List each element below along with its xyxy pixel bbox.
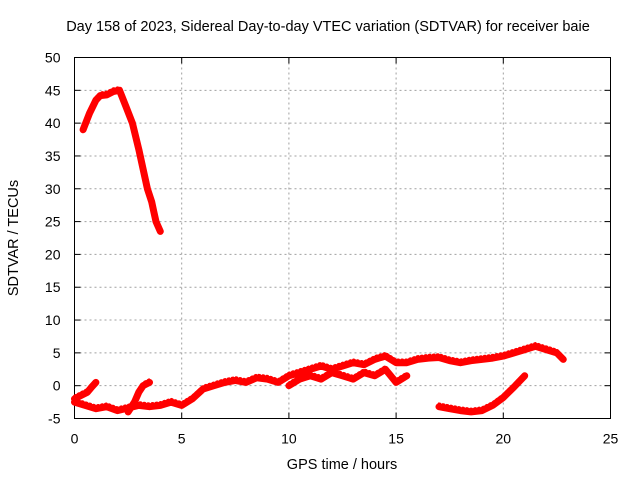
x-axis-label: GPS time / hours — [287, 457, 397, 473]
series-scatter-late-segment — [437, 371, 526, 411]
axis-ticks: 0 5 10 15 20 25 -5 0 5 10 15 20 25 30 35 40 45 50 — [45, 50, 619, 447]
y-tick-label: 45 — [45, 82, 61, 98]
data-series — [71, 86, 567, 416]
y-tick-label: 30 — [45, 181, 61, 197]
series-line-start-blip — [71, 378, 100, 403]
y-tick-label: 35 — [45, 148, 61, 164]
series-line-main-track — [71, 342, 567, 415]
series-line-lower-branch — [285, 365, 411, 390]
y-tick-label: 5 — [53, 345, 61, 361]
series-scatter-start-blip — [73, 378, 98, 398]
series-scatter-high-arc — [81, 86, 162, 230]
y-tick-label: -5 — [48, 411, 61, 427]
y-tick-label: 50 — [45, 50, 61, 66]
y-tick-label: 25 — [45, 214, 61, 230]
x-tick-label: 0 — [71, 431, 79, 447]
x-tick-label: 5 — [178, 431, 186, 447]
y-tick-label: 15 — [45, 279, 61, 295]
y-tick-label: 0 — [53, 378, 61, 394]
series-line-high-arc — [79, 86, 164, 235]
series-scatter-lower-branch — [287, 365, 409, 384]
y-axis-label: SDTVAR / TECUs — [6, 180, 22, 296]
series-line-late-segment — [435, 372, 529, 416]
x-tick-label: 25 — [603, 431, 619, 447]
y-tick-label: 40 — [45, 115, 61, 131]
y-tick-label: 10 — [45, 312, 61, 328]
x-tick-label: 15 — [388, 431, 404, 447]
x-tick-label: 20 — [496, 431, 512, 447]
plot-frame — [74, 57, 611, 419]
chart-title: Day 158 of 2023, Sidereal Day-to-day VTE… — [66, 19, 590, 35]
series-scatter-rise-segment — [126, 378, 151, 411]
x-tick-label: 10 — [281, 431, 297, 447]
y-tick-label: 20 — [45, 246, 61, 262]
series-scatter-main-track — [73, 342, 565, 409]
